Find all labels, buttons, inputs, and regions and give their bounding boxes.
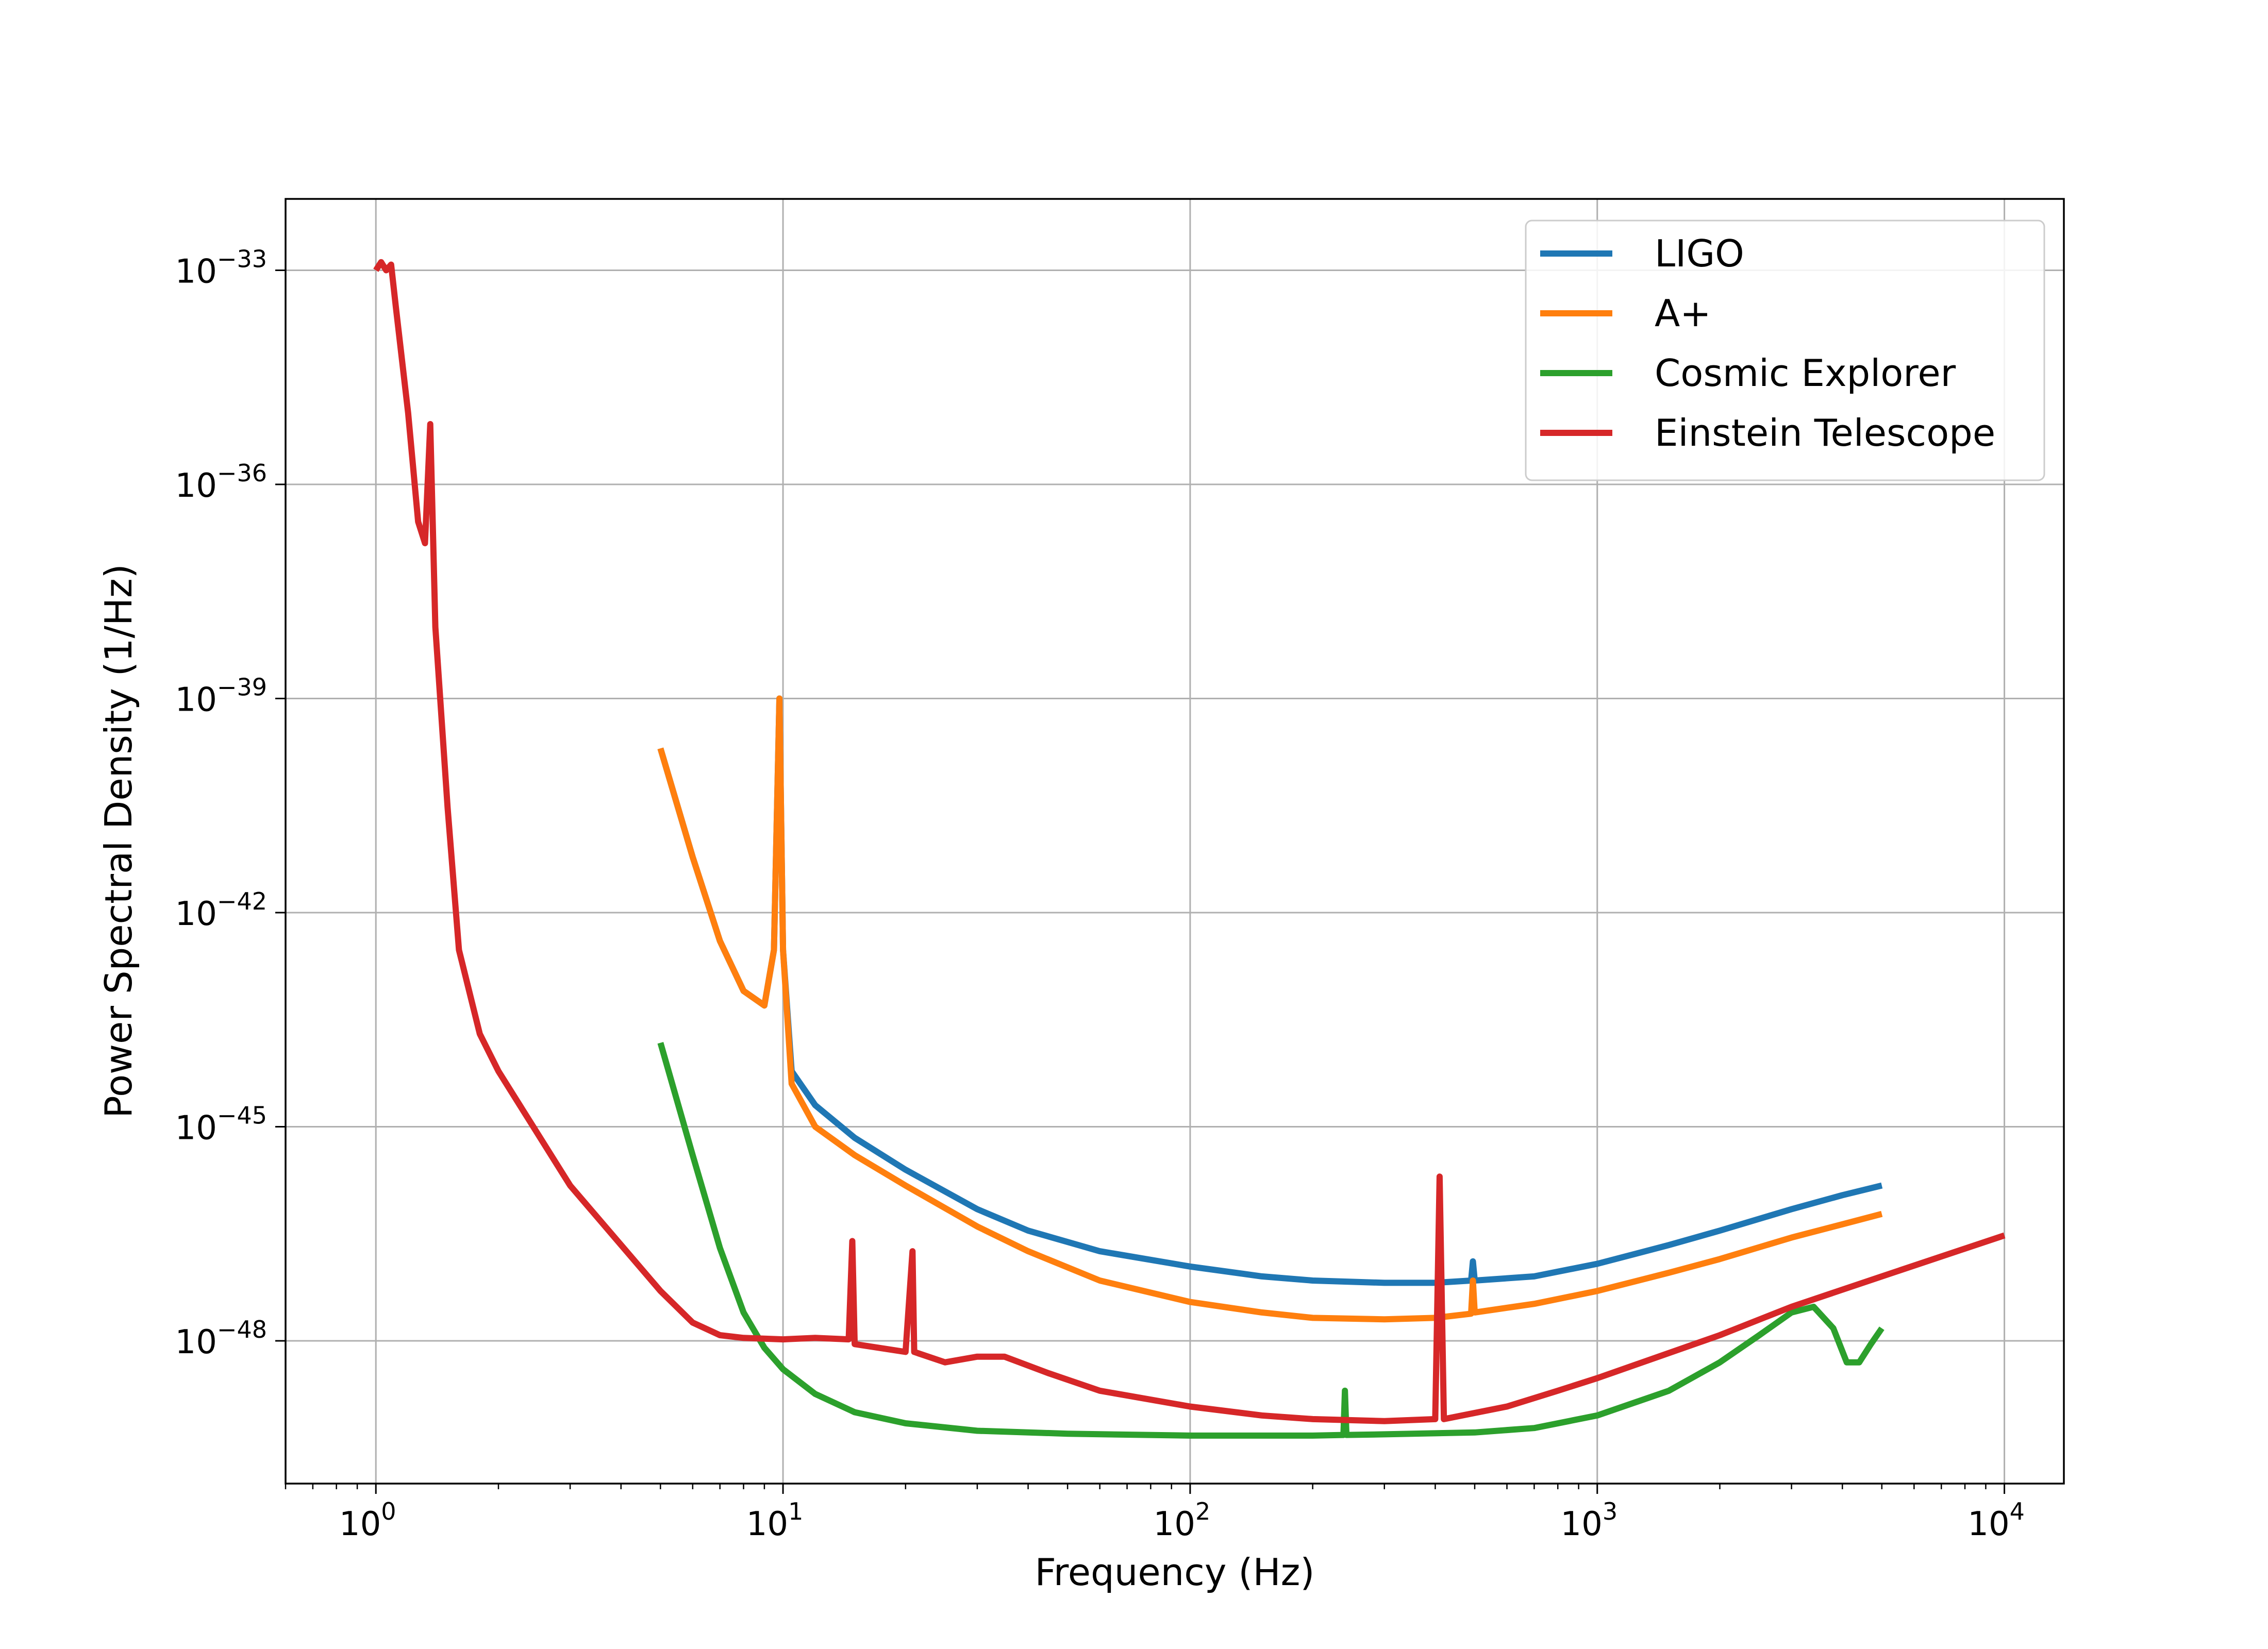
legend-label: LIGO	[1655, 232, 1744, 275]
legend-label: Einstein Telescope	[1655, 411, 1995, 455]
legend-box	[1525, 220, 2045, 481]
series-line-a-	[657, 695, 1883, 1323]
axis-ticks: 100 101 102 103 104 10−33 10−36 10−39 10−42 10−45…	[175, 245, 2024, 1544]
legend-label: Cosmic Explorer	[1655, 351, 1956, 395]
x-tick-label: 104	[1967, 1497, 2025, 1543]
x-tick-label: 100	[339, 1497, 396, 1543]
x-tick-label: 102	[1154, 1497, 1211, 1543]
plot-frame	[285, 198, 2065, 1485]
y-axis-label: Power Spectral Density (1/Hz)	[97, 564, 140, 1118]
legend: LIGO A+ Cosmic Explorer Einstein Telescope	[1525, 220, 2045, 481]
y-tick-label: 10−45	[175, 1102, 267, 1148]
y-tick-label: 10−42	[175, 887, 267, 933]
x-tick-label: 101	[746, 1497, 804, 1543]
y-tick-label: 10−39	[175, 674, 267, 719]
y-tick-label: 10−48	[175, 1316, 267, 1361]
x-tick-label: 103	[1560, 1497, 1617, 1543]
x-axis-label: Frequency (Hz)	[1035, 1551, 1315, 1594]
y-tick-label: 10−36	[175, 459, 267, 505]
series-line-einstein-telescope	[373, 259, 2006, 1424]
series-lines	[373, 259, 2006, 1439]
y-tick-label: 10−33	[175, 245, 267, 291]
legend-label: A+	[1655, 292, 1711, 335]
series-line-cosmic-explorer	[657, 1041, 1885, 1439]
